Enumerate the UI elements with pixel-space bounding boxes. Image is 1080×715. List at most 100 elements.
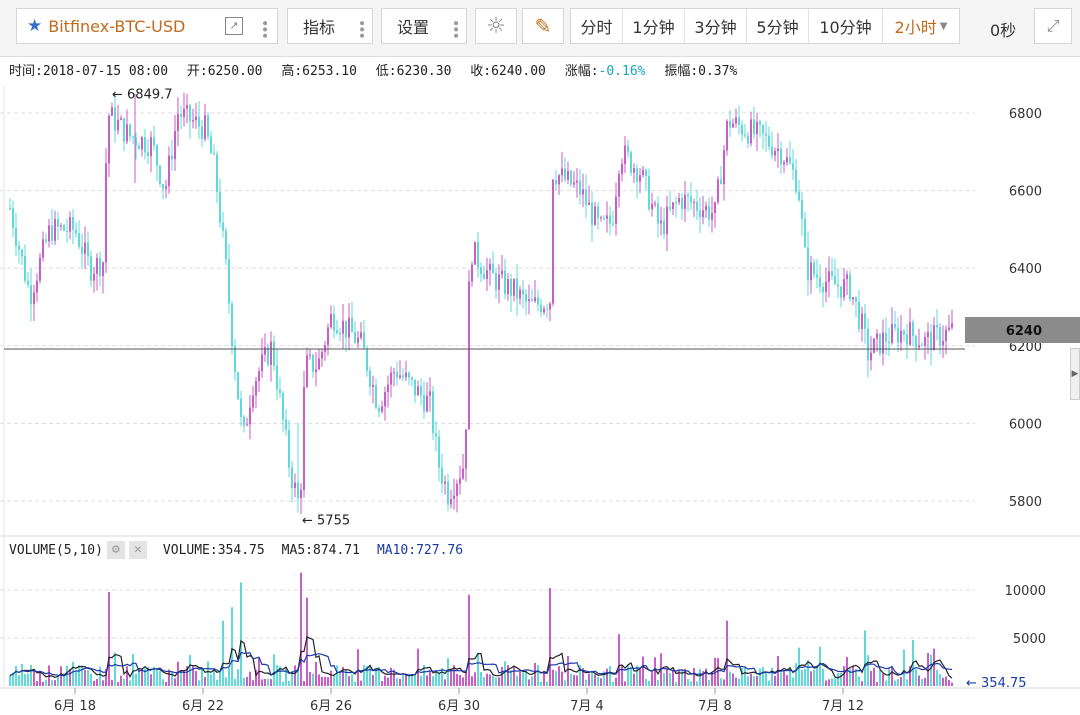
volume-bar — [528, 679, 530, 686]
candle-body — [504, 270, 506, 295]
candle-body — [879, 333, 881, 354]
interval-timeline[interactable]: 分时 — [571, 9, 623, 43]
candle-body — [84, 242, 86, 254]
ohlc-info: 时间:2018-07-15 08:00 开:6250.00 高:6253.10 … — [9, 60, 737, 79]
volume-bar — [486, 673, 488, 686]
candle-body — [801, 200, 803, 220]
candle-body — [207, 115, 209, 137]
volume-bar — [195, 670, 197, 686]
fullscreen-button[interactable]: ⤢ — [1034, 8, 1072, 44]
volume-bar — [183, 670, 185, 686]
volume-bar — [180, 671, 182, 686]
candle-body — [570, 170, 572, 185]
settings-more-icon[interactable]: ••• — [447, 19, 463, 38]
volume-bar — [546, 681, 548, 686]
candle-body — [897, 327, 899, 343]
volume-bar — [537, 665, 539, 686]
volume-bar — [765, 671, 767, 686]
candle-body — [195, 116, 197, 121]
more-icon[interactable]: ••• — [256, 19, 272, 38]
candle-body — [837, 284, 839, 287]
candle-body — [276, 365, 278, 390]
interval-1m[interactable]: 1分钟 — [623, 9, 685, 43]
candle-body — [888, 341, 890, 343]
candle-body — [639, 175, 641, 182]
volume-bar — [429, 671, 431, 686]
gear-icon[interactable]: ⚙ — [106, 541, 125, 559]
candle-body — [522, 289, 524, 295]
candle-body — [240, 398, 242, 417]
volume-bar — [453, 665, 455, 686]
candle-body — [705, 205, 707, 211]
candle-body — [465, 429, 467, 469]
volume-bar — [654, 657, 656, 686]
candle-body — [336, 330, 338, 334]
candle-body — [525, 294, 527, 302]
indicators-more-icon[interactable]: ••• — [353, 19, 369, 38]
draw-tool-button[interactable]: ✎ — [522, 8, 564, 44]
volume-bar — [93, 680, 95, 686]
star-icon[interactable]: ★ — [27, 16, 43, 36]
volume-bar — [675, 682, 677, 686]
candle-body — [429, 391, 431, 396]
volume-bar — [186, 666, 188, 686]
low-annotation: ← 5755 — [302, 513, 350, 528]
candle-body — [450, 498, 452, 505]
candle-body — [861, 313, 863, 329]
volume-bar — [876, 682, 878, 686]
volume-bar — [549, 588, 551, 686]
candle-body — [744, 134, 746, 136]
volume-bar — [147, 666, 149, 686]
x-tick-label: 7月 4 — [570, 699, 604, 714]
candle-body — [78, 233, 80, 247]
volume-bar — [213, 668, 215, 686]
volume-bar — [252, 680, 254, 686]
volume-bar — [510, 670, 512, 686]
info-change-label: 涨幅: — [564, 64, 599, 79]
volume-bar — [630, 668, 632, 686]
interval-selected-dropdown[interactable]: 2小时 ▼ — [883, 9, 959, 43]
close-icon[interactable]: ✕ — [128, 541, 147, 559]
volume-bar — [354, 681, 356, 686]
candle-body — [180, 114, 182, 118]
volume-bar — [396, 678, 398, 686]
candle-body — [834, 275, 836, 285]
volume-bar — [711, 672, 713, 686]
candle-body — [174, 130, 176, 160]
interval-10m[interactable]: 10分钟 — [809, 9, 883, 43]
ma10-line — [9, 651, 953, 677]
candle-body — [36, 280, 38, 293]
volume-bar — [693, 667, 695, 686]
volume-bar — [261, 679, 263, 686]
interval-5m[interactable]: 5分钟 — [747, 9, 809, 43]
volume-bar — [645, 678, 647, 686]
side-panel-toggle[interactable]: ▶ — [1070, 348, 1080, 400]
candle-body — [348, 317, 350, 338]
candle-body — [720, 179, 722, 185]
settings-button[interactable]: 设置 ••• — [381, 8, 467, 44]
theme-toggle-button[interactable]: ☼ — [475, 8, 517, 44]
chevron-right-icon: ▶ — [1071, 369, 1079, 379]
volume-bar — [903, 649, 905, 686]
x-tick-label: 6月 26 — [310, 699, 352, 714]
symbol-label: Bitfinex-BTC-USD — [48, 16, 186, 36]
candle-body — [768, 135, 770, 147]
symbol-selector[interactable]: ★ Bitfinex-BTC-USD ↗ ••• — [16, 8, 278, 44]
candle-body — [621, 164, 623, 175]
volume-bar — [336, 665, 338, 686]
volume-bar — [9, 675, 11, 686]
volume-info: VOLUME(5,10) ⚙ ✕ VOLUME:354.75 MA5:874.7… — [9, 541, 463, 559]
price-chart[interactable]: 5800 6000 6200 6400 6600 6800 5000 10000 6月 18 6月… — [0, 56, 1080, 715]
volume-bar — [408, 674, 410, 686]
candle-body — [606, 215, 608, 219]
open-external-icon[interactable]: ↗ — [225, 17, 243, 35]
interval-3m[interactable]: 3分钟 — [685, 9, 747, 43]
candle-body — [951, 323, 953, 328]
candle-body — [858, 301, 860, 329]
indicators-button[interactable]: 指标 ••• — [287, 8, 373, 44]
candle-body — [498, 274, 500, 290]
candle-body — [648, 175, 650, 210]
candle-body — [591, 202, 593, 225]
volume-bar — [618, 634, 620, 686]
candle-body — [30, 284, 32, 305]
